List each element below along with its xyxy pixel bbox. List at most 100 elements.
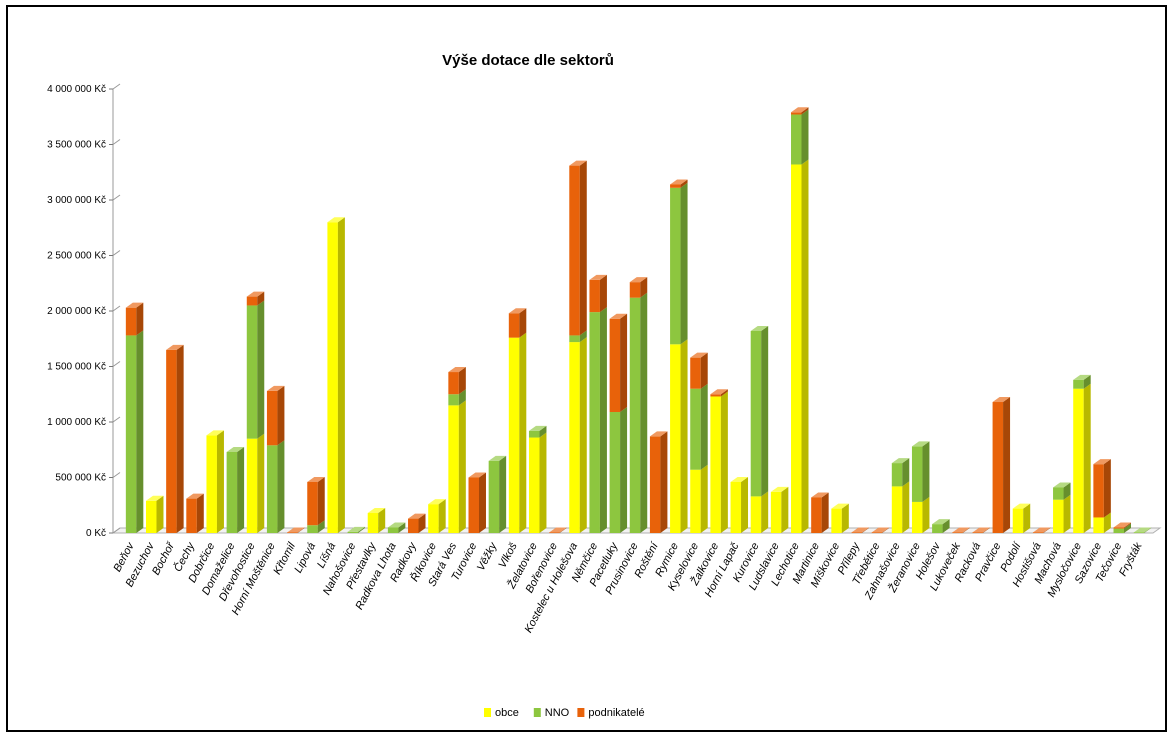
bar-segment-podnikatelé	[468, 472, 486, 533]
bar-side	[700, 352, 708, 389]
bar-side	[861, 527, 869, 533]
bar-segment-podnikatelé	[287, 527, 305, 534]
bar-front	[569, 342, 580, 533]
legend-label: NNO	[545, 707, 570, 719]
bar-front	[811, 497, 822, 533]
y-tick-depth	[112, 305, 121, 312]
bar-front	[387, 527, 399, 533]
bar-side	[640, 277, 648, 298]
bar-top	[770, 486, 789, 492]
bar-side	[680, 339, 688, 533]
bar-front	[549, 532, 560, 534]
bar-top	[911, 441, 930, 447]
bar-side	[418, 513, 426, 533]
bar-side	[841, 503, 849, 533]
bar-top	[367, 508, 386, 514]
bar-segment-NNO	[589, 307, 607, 533]
bar-front	[670, 187, 681, 345]
bar-front	[952, 532, 963, 534]
bar-segment-obce	[1093, 512, 1111, 533]
bar-front	[1032, 532, 1044, 534]
bar-side	[176, 344, 184, 533]
bar-top	[387, 522, 406, 528]
bar-side	[1144, 527, 1152, 533]
bar-side	[700, 464, 708, 533]
bar-segment-NNO	[1073, 374, 1091, 389]
bar-side	[1083, 383, 1091, 533]
bar-side	[519, 308, 527, 338]
bar-top	[589, 274, 607, 280]
bar-front	[246, 438, 258, 533]
bar-front	[972, 532, 983, 534]
bar-front	[468, 477, 479, 533]
bar-top	[287, 527, 305, 533]
bar-segment-podnikatelé	[791, 107, 809, 115]
bar-segment-NNO	[791, 109, 809, 165]
bar-segment-NNO	[528, 425, 547, 438]
bar-top	[690, 352, 708, 358]
bar-segment-NNO	[569, 330, 587, 343]
bar-front	[690, 357, 701, 389]
bar-front	[1053, 487, 1064, 500]
bar-side	[237, 446, 245, 533]
bar-segment-podnikatelé	[629, 277, 648, 298]
bar-top	[488, 455, 507, 461]
bar-side	[902, 458, 910, 487]
bar-top	[226, 446, 245, 452]
bar-front	[448, 394, 459, 406]
bar-side	[1124, 522, 1132, 529]
bar-front	[1093, 517, 1104, 533]
bar-front	[690, 469, 701, 533]
bar-segment-obce	[508, 332, 527, 533]
bar-side	[640, 292, 648, 533]
bar-side	[882, 527, 890, 533]
bar-front	[206, 435, 217, 533]
y-tick-label: 4 000 000 Kč	[47, 84, 106, 95]
bar-side	[1063, 482, 1071, 500]
bar-segment-podnikatelé	[125, 302, 144, 336]
bar-side	[257, 433, 265, 533]
bar-side	[599, 274, 607, 313]
bar-top	[145, 495, 164, 501]
bar-front	[166, 349, 177, 533]
y-tick-depth	[112, 361, 121, 367]
bar-side	[1043, 527, 1051, 533]
y-tick-label: 1 500 000 Kč	[47, 362, 106, 373]
bar-segment-NNO	[1053, 482, 1071, 500]
bar-side	[700, 383, 708, 470]
bar-front	[186, 498, 197, 533]
chart: Výše dotace dle sektorů 0 Kč 500 000 Kč 1 …	[47, 52, 1162, 719]
bar-side	[579, 160, 587, 336]
bar-segment-podnikatelé	[508, 308, 527, 338]
bar-top	[730, 476, 749, 482]
bar-front	[891, 463, 903, 487]
bar-top	[750, 325, 769, 331]
bar-top	[1032, 527, 1051, 533]
bar-segment-podnikatelé	[992, 397, 1011, 533]
bar-side	[398, 522, 406, 533]
bar-side	[761, 491, 769, 533]
bar-top	[206, 430, 224, 436]
bar-side	[579, 330, 587, 343]
bar-segment-obce	[367, 508, 386, 533]
bar-segment-obce	[891, 481, 910, 533]
bar-segment-NNO	[609, 407, 628, 533]
y-tick-depth	[112, 527, 121, 534]
legend-label: obce	[495, 707, 519, 719]
chart-title: Výše dotace dle sektorů	[442, 52, 614, 69]
bar-top	[791, 107, 809, 113]
y-tick-label: 0 Kč	[86, 528, 106, 539]
y-tick-label: 2 000 000 Kč	[47, 306, 106, 317]
y-tick-label: 2 500 000 Kč	[47, 251, 106, 262]
bar-segment-obce	[690, 464, 708, 533]
bar-front	[508, 337, 520, 533]
bar-front	[750, 496, 762, 533]
bar-front	[307, 481, 318, 526]
bar-front	[1133, 532, 1145, 534]
bar-side	[358, 526, 366, 533]
bar-front	[246, 305, 258, 439]
bar-top	[629, 277, 648, 283]
bar-front	[1093, 464, 1104, 518]
bar-segment-podnikatelé	[448, 367, 466, 395]
bar-side	[378, 508, 386, 533]
